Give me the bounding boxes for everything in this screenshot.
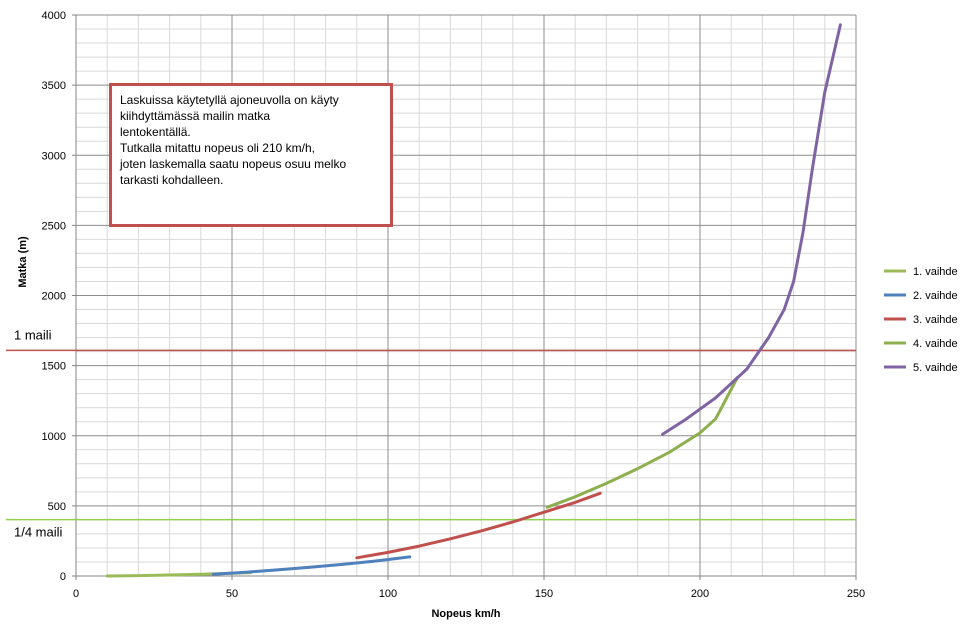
series-line (355, 491, 602, 560)
y-tick-label: 3500 (42, 80, 66, 92)
annotation-line: tarkasti kohdalleen. (120, 173, 224, 187)
reference-line-label: 1 maili (14, 327, 52, 342)
x-tick-label: 50 (226, 588, 238, 600)
y-tick-label: 1000 (42, 431, 66, 443)
x-tick-label: 150 (535, 588, 553, 600)
reference-line-label: 1/4 maili (14, 525, 63, 540)
annotation-line: Laskuissa käytetyllä ajoneuvolla on käyt… (120, 93, 339, 107)
x-tick-label: 0 (73, 588, 79, 600)
y-tick-label: 0 (60, 571, 66, 583)
legend-label: 1. vaihde (913, 266, 958, 278)
legend: 1. vaihde 2. vaihde 3. vaihde 4. vaihde 5. v… (884, 266, 958, 374)
annotation-box: Laskuissa käytetyllä ajoneuvolla on käyt… (109, 83, 393, 227)
legend-label: 3. vaihde (913, 314, 958, 326)
tick-labels: 0 50 100 150 200 2500500100015002000250030003… (42, 10, 866, 600)
annotation-line: Tutkalla mitattu nopeus oli 210 km/h, (120, 141, 315, 155)
x-tick-label: 200 (691, 588, 709, 600)
series-line (545, 376, 739, 509)
legend-label: 2. vaihde (913, 290, 958, 302)
y-tick-label: 2000 (42, 291, 66, 303)
annotation-line: kiihdyttämässä mailin matka (120, 109, 271, 123)
x-axis-title: Nopeus km/h (431, 608, 500, 620)
x-tick-label: 100 (379, 588, 397, 600)
legend-label: 5. vaihde (913, 362, 958, 374)
series-line (211, 555, 412, 576)
annotation-line: joten laskemalla saatu nopeus osuu melko (120, 157, 347, 171)
y-axis-title: Matka (m) (17, 236, 29, 288)
annotation-line: lentokentällä. (120, 125, 191, 139)
series-lines (105, 23, 842, 578)
y-tick-label: 4000 (42, 10, 66, 22)
series-line (661, 23, 842, 436)
y-tick-label: 500 (48, 501, 66, 513)
y-tick-label: 1500 (42, 361, 66, 373)
x-tick-label: 250 (847, 588, 865, 600)
y-tick-label: 2500 (42, 220, 66, 232)
legend-label: 4. vaihde (913, 338, 958, 350)
reference-lines: 1 maili 1/4 maili (6, 327, 856, 540)
y-tick-label: 3000 (42, 150, 66, 162)
